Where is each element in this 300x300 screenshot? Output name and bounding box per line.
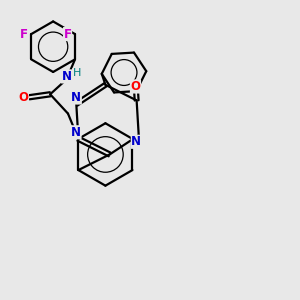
Text: N: N bbox=[61, 70, 71, 83]
Text: F: F bbox=[64, 28, 72, 40]
Text: N: N bbox=[131, 135, 141, 148]
Text: O: O bbox=[18, 91, 28, 104]
Text: H: H bbox=[73, 68, 81, 79]
Text: N: N bbox=[71, 91, 81, 104]
Text: N: N bbox=[71, 126, 81, 139]
Text: F: F bbox=[20, 28, 28, 40]
Text: O: O bbox=[130, 80, 140, 93]
